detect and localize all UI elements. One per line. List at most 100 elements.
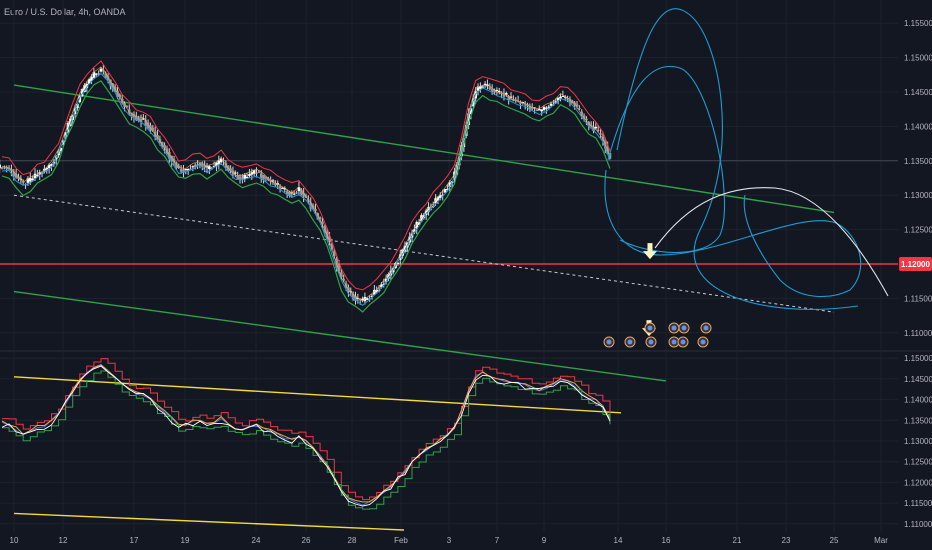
candle-body [250, 172, 254, 175]
candle-body [238, 176, 242, 180]
y-tick-label: 1.14500 [904, 88, 932, 97]
candle-body [314, 208, 317, 212]
candle-body [538, 109, 541, 111]
candle-body [47, 164, 51, 169]
x-tick-label: Mar [874, 536, 888, 545]
event-icon-core [703, 325, 709, 331]
candle-body [170, 155, 173, 162]
candle-body [457, 157, 461, 166]
candle-body [373, 289, 376, 295]
candle-body [542, 107, 546, 110]
candle-body [97, 73, 100, 75]
y-tick-label: 1.12500 [904, 458, 932, 467]
candle-body [130, 112, 133, 117]
candle-body [328, 236, 331, 243]
candle-body [342, 279, 346, 281]
candle-body [278, 186, 282, 190]
candle-body [203, 165, 206, 168]
candle-body [594, 126, 598, 129]
candle-body [118, 94, 122, 97]
candle-body [309, 202, 313, 209]
candle-body [365, 298, 369, 300]
candle-body [479, 86, 482, 89]
candle-body [448, 182, 452, 187]
candle-body [33, 173, 37, 179]
candle-body [252, 169, 256, 174]
x-tick-label: 28 [348, 536, 357, 545]
trend-line-lower-channel [13, 290, 667, 382]
candle-body [563, 96, 567, 98]
candle-body [269, 179, 272, 182]
trend-line-lower-yellow [13, 512, 405, 531]
y-tick-label: 1.15500 [904, 19, 932, 28]
y-tick-label: 1.14000 [904, 396, 932, 405]
candle-body [90, 77, 93, 81]
candle-body [215, 162, 218, 167]
y-tick-label: 1.12500 [904, 226, 932, 235]
candle-body [234, 172, 237, 174]
candle-body [0, 164, 1, 169]
candle-body [146, 122, 150, 128]
candle-body [255, 172, 258, 174]
candle-body [490, 88, 494, 92]
candle-body [274, 183, 277, 186]
candle-body [264, 176, 268, 179]
price-tag-box [899, 257, 932, 271]
candle-body [318, 217, 322, 220]
candle-body [443, 189, 447, 193]
candle-body [83, 85, 86, 92]
candle-body [151, 127, 155, 131]
indicator-pane[interactable] [1, 358, 622, 531]
price-tag: 1.12000 [899, 257, 932, 271]
down-arrow-annotation [643, 243, 657, 260]
candle-body [144, 120, 148, 126]
candle-body [505, 93, 508, 95]
event-icon [644, 322, 656, 334]
candle-body [241, 177, 244, 179]
candle-body [50, 164, 53, 166]
x-tick-label: 24 [252, 536, 261, 545]
x-tick-label: 16 [662, 536, 671, 545]
x-tick-label: 21 [733, 536, 742, 545]
candle-body [396, 262, 400, 264]
projection-blue-loop-1 [616, 8, 859, 310]
candle-body [467, 113, 470, 126]
candle-body [28, 178, 32, 182]
candle-body [80, 89, 84, 97]
candle-body [201, 163, 204, 167]
candle-body [481, 86, 485, 88]
candle-body [330, 243, 334, 250]
event-icon-core [648, 339, 654, 345]
y-tick-label: 1.14500 [904, 375, 932, 384]
candle-body [351, 293, 355, 300]
candle-body [500, 92, 503, 94]
projection-blue-loop-3 [604, 169, 862, 298]
candle-body [582, 115, 586, 119]
candle-body [370, 295, 374, 298]
x-tick-label: 19 [181, 536, 190, 545]
y-tick-label: 1.12000 [904, 478, 932, 487]
y-tick-label: 1.13500 [904, 157, 932, 166]
y-tick-label: 1.14000 [904, 122, 932, 131]
indicator-line-white [1, 365, 611, 507]
candle-body [106, 76, 110, 80]
candle-body [189, 168, 192, 170]
arrow-head [643, 251, 657, 260]
price-pane[interactable] [0, 8, 898, 382]
x-tick-label: 23 [782, 536, 791, 545]
x-tick-label: Feb [394, 536, 408, 545]
event-icon [678, 322, 690, 334]
candle-body [109, 79, 112, 86]
candle-body [217, 160, 221, 165]
candle-body [446, 188, 449, 190]
candle-body [575, 104, 579, 107]
event-icon [668, 322, 680, 334]
candle-body [375, 289, 378, 293]
x-tick-label: 25 [830, 536, 839, 545]
candle-body [417, 222, 421, 226]
event-icon [700, 322, 712, 334]
event-icon-core [647, 325, 653, 331]
x-tick-label: 12 [59, 536, 68, 545]
candle-body [222, 160, 225, 162]
